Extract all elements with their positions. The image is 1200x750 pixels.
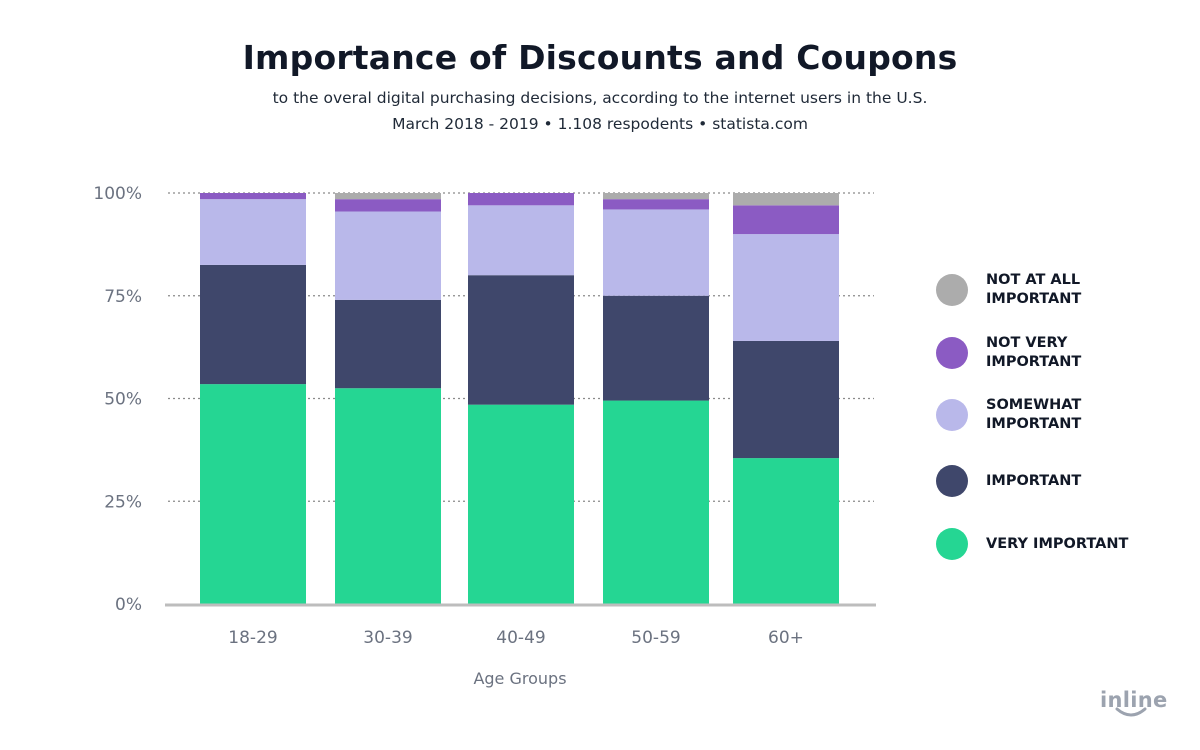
y-tick-label: 25% (104, 492, 142, 512)
legend-item-very-important: VERY IMPORTANT (936, 524, 1176, 564)
bar-segment-very-important (603, 400, 709, 604)
bar-segment-important (733, 340, 839, 459)
bar-segment-not-very-important (733, 205, 839, 235)
y-tick-label: 75% (104, 287, 142, 307)
legend-item-not-very-important: NOT VERY IMPORTANT (936, 333, 1176, 373)
legend-swatch (936, 465, 968, 497)
legend-item-somewhat-important: SOMEWHAT IMPORTANT (936, 395, 1176, 435)
bar-segment-very-important (335, 388, 441, 604)
x-tick-label: 30-39 (363, 628, 412, 648)
bar-segment-very-important (468, 404, 574, 604)
bar-segment-somewhat-important (200, 199, 306, 265)
x-tick-label: 40-49 (496, 628, 545, 648)
legend-swatch (936, 528, 968, 560)
logo-smile-icon (1115, 707, 1147, 717)
legend-label: IMPORTANT (986, 472, 1082, 489)
y-tick-label: 50% (104, 390, 142, 410)
bar-segment-not-at-all-important (733, 193, 839, 206)
legend-item-important: IMPORTANT (936, 461, 1176, 501)
legend-swatch (936, 399, 968, 431)
legend-label: NOT AT ALL IMPORTANT (986, 272, 1082, 307)
x-tick-label: 18-29 (228, 628, 277, 648)
bar-segment-somewhat-important (468, 205, 574, 276)
bar-segment-important (200, 264, 306, 385)
bar-segment-important (603, 295, 709, 401)
y-tick-label: 0% (115, 595, 142, 615)
chart-source-line: March 2018 - 2019 • 1.108 respodents • s… (392, 115, 808, 133)
bar-segment-not-at-all-important (603, 193, 709, 200)
bar-segment-not-very-important (200, 193, 306, 200)
bar-segment-somewhat-important (603, 209, 709, 296)
legend-label: NOT VERY IMPORTANT (986, 335, 1082, 370)
bar-segment-somewhat-important (335, 211, 441, 300)
chart-subtitle: to the overal digital purchasing decisio… (272, 89, 928, 107)
legend-label: VERY IMPORTANT (986, 535, 1129, 552)
bar-segment-important (468, 275, 574, 405)
x-tick-label: 50-59 (631, 628, 680, 648)
bar-segment-not-at-all-important (335, 193, 441, 200)
bar-segment-very-important (200, 384, 306, 604)
chart-title: Importance of Discounts and Coupons (242, 38, 958, 77)
y-tick-label: 100% (93, 184, 142, 204)
logo-text: inline (1100, 688, 1168, 712)
legend-swatch (936, 337, 968, 369)
inline-logo: inline (1100, 688, 1167, 724)
bar-segment-very-important (733, 458, 839, 604)
bar-segment-important (335, 299, 441, 389)
bar-segment-not-very-important (468, 193, 574, 206)
legend-swatch (936, 274, 968, 306)
bar-segment-not-very-important (603, 199, 709, 210)
legend-item-not-at-all-important: NOT AT ALL IMPORTANT (936, 270, 1176, 310)
x-axis-label: Age Groups (473, 669, 566, 688)
bar-segment-not-very-important (335, 199, 441, 212)
bar-segment-somewhat-important (733, 234, 839, 341)
legend-label: SOMEWHAT IMPORTANT (986, 397, 1082, 432)
x-tick-label: 60+ (768, 628, 804, 648)
